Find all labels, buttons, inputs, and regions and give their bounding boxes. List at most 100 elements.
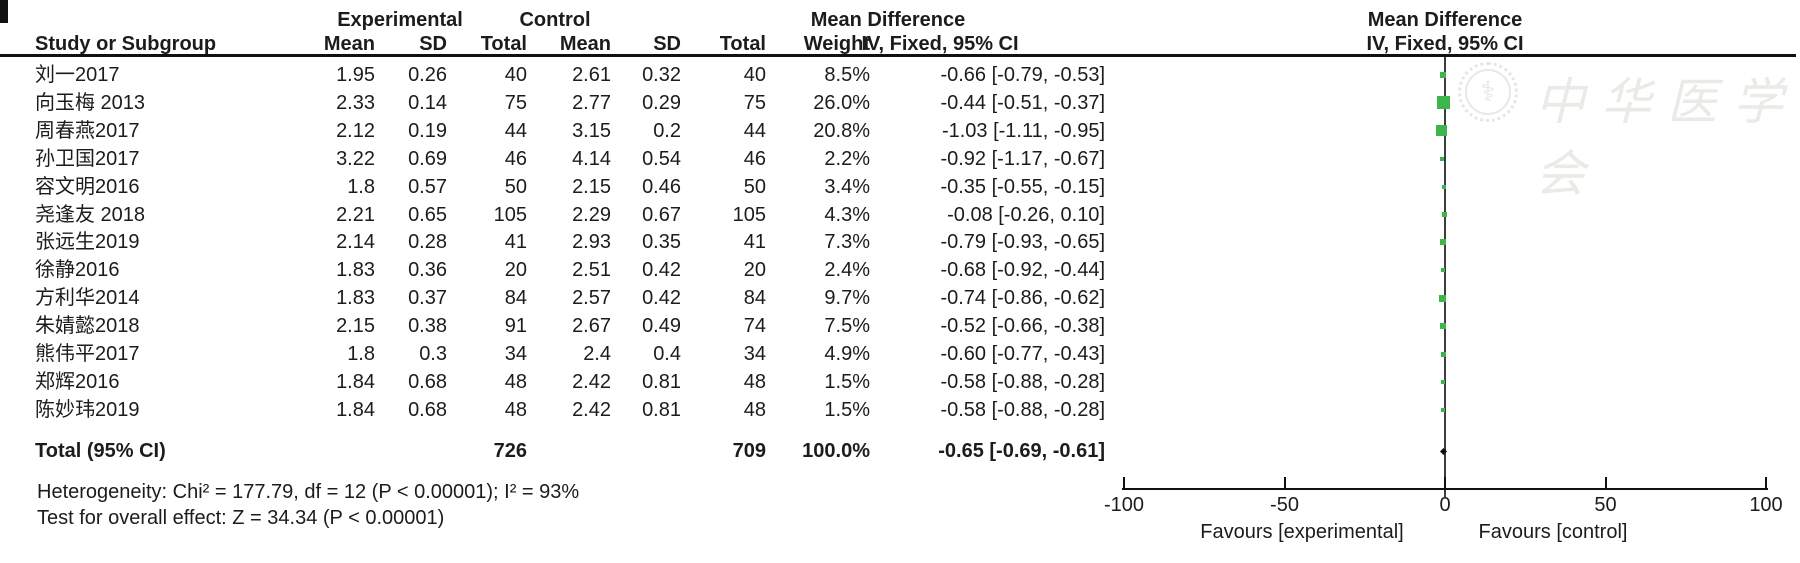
cell-name: 向玉梅 2013 xyxy=(35,92,146,114)
cell-ctl-total: 34 xyxy=(743,343,766,365)
total-exp-n: 726 xyxy=(493,440,527,462)
cell-ci: -0.58 [-0.88, -0.28] xyxy=(940,371,1105,393)
cell-name: 孙卫国2017 xyxy=(35,148,140,170)
cell-ctl-mean: 2.29 xyxy=(572,204,611,226)
cell-exp-total: 41 xyxy=(504,231,527,253)
cell-exp-sd: 0.69 xyxy=(408,148,447,170)
column-header-exp-total: Total xyxy=(480,33,527,55)
overall-effect-stat: Test for overall effect: Z = 34.34 (P < … xyxy=(37,507,445,529)
axis-tick-mark xyxy=(1444,477,1446,489)
cell-ctl-total: 105 xyxy=(732,204,766,226)
cell-ctl-mean: 2.42 xyxy=(572,371,611,393)
cell-ctl-total: 84 xyxy=(743,287,766,309)
cell-ci: -1.03 [-1.11, -0.95] xyxy=(941,120,1105,142)
cell-exp-sd: 0.3 xyxy=(419,343,447,365)
cell-exp-total: 91 xyxy=(504,315,527,337)
cell-exp-mean: 1.8 xyxy=(347,176,375,198)
cell-ctl-sd: 0.67 xyxy=(642,204,681,226)
column-header-study: Study or Subgroup xyxy=(35,33,217,55)
cell-ctl-sd: 0.81 xyxy=(642,399,681,421)
axis-tick-mark xyxy=(1123,477,1125,489)
medical-association-logo-icon: ⚕ xyxy=(1465,69,1511,115)
cell-exp-total: 48 xyxy=(504,399,527,421)
cell-exp-total: 48 xyxy=(504,371,527,393)
axis-tick-mark xyxy=(1283,477,1286,489)
cell-ci: -0.66 [-0.79, -0.53] xyxy=(940,64,1105,86)
column-header-weight: Weight xyxy=(803,33,870,55)
cell-ctl-total: 50 xyxy=(743,176,766,198)
total-row-label: Total (95% CI) xyxy=(35,440,166,462)
cell-weight: 2.4% xyxy=(824,259,870,281)
cell-exp-sd: 0.36 xyxy=(408,259,447,281)
cell-ctl-total: 20 xyxy=(743,259,766,281)
cell-ctl-total: 46 xyxy=(743,148,766,170)
study-effect-marker xyxy=(1439,294,1447,302)
cell-ctl-total: 41 xyxy=(743,231,766,253)
cell-exp-mean: 1.84 xyxy=(336,371,375,393)
cell-exp-total: 105 xyxy=(493,204,527,226)
cell-ctl-sd: 0.46 xyxy=(642,176,681,198)
column-header-ctl-sd: SD xyxy=(653,33,681,55)
favours-experimental-label: Favours [experimental] xyxy=(1200,521,1404,543)
cell-name: 周春燕2017 xyxy=(35,120,140,142)
plot-subtitle: IV, Fixed, 95% CI xyxy=(1366,33,1524,55)
cell-ctl-mean: 2.61 xyxy=(572,64,611,86)
cell-ctl-sd: 0.54 xyxy=(642,148,681,170)
cell-ci: -0.44 [-0.51, -0.37] xyxy=(940,92,1105,114)
cell-exp-total: 75 xyxy=(504,92,527,114)
cell-ci: -0.74 [-0.86, -0.62] xyxy=(940,287,1105,309)
cell-name: 郑辉2016 xyxy=(35,371,120,393)
cell-name: 方利华2014 xyxy=(35,287,140,309)
cell-ctl-total: 48 xyxy=(743,371,766,393)
cell-weight: 3.4% xyxy=(824,176,870,198)
cell-weight: 9.7% xyxy=(824,287,870,309)
cell-name: 容文明2016 xyxy=(35,176,140,198)
cell-ctl-total: 48 xyxy=(743,399,766,421)
cell-ci: -0.60 [-0.77, -0.43] xyxy=(940,343,1105,365)
cell-exp-total: 44 xyxy=(504,120,527,142)
cell-exp-mean: 1.8 xyxy=(347,343,375,365)
cell-name: 尧逢友 2018 xyxy=(35,204,146,226)
cell-exp-sd: 0.68 xyxy=(408,371,447,393)
cell-ctl-sd: 0.81 xyxy=(642,371,681,393)
axis-tick-label: 100 xyxy=(1749,494,1783,516)
cell-weight: 4.3% xyxy=(824,204,870,226)
cell-ctl-mean: 2.51 xyxy=(572,259,611,281)
total-ctl-n: 709 xyxy=(732,440,766,462)
cell-weight: 7.3% xyxy=(824,231,870,253)
cell-ctl-total: 40 xyxy=(743,64,766,86)
x-axis-line xyxy=(1122,488,1768,490)
study-effect-marker xyxy=(1441,379,1446,384)
cell-weight: 26.0% xyxy=(813,92,870,114)
cell-exp-sd: 0.28 xyxy=(408,231,447,253)
cell-name: 张远生2019 xyxy=(35,231,140,253)
cell-ci: -0.79 [-0.93, -0.65] xyxy=(940,231,1105,253)
cell-exp-sd: 0.38 xyxy=(408,315,447,337)
cell-exp-mean: 2.21 xyxy=(336,204,375,226)
cell-ci: -0.35 [-0.55, -0.15] xyxy=(940,176,1105,198)
cell-exp-sd: 0.26 xyxy=(408,64,447,86)
cell-ctl-total: 75 xyxy=(743,92,766,114)
column-header-exp-sd: SD xyxy=(419,33,447,55)
cell-ctl-mean: 2.67 xyxy=(572,315,611,337)
axis-tick-label: -100 xyxy=(1103,494,1145,516)
cell-ctl-mean: 2.4 xyxy=(583,343,611,365)
cell-name: 熊伟平2017 xyxy=(35,343,140,365)
cell-ctl-sd: 0.4 xyxy=(653,343,681,365)
axis-tick-label: -50 xyxy=(1270,494,1299,516)
axis-tick-mark xyxy=(1765,477,1767,489)
cell-exp-mean: 1.95 xyxy=(336,64,375,86)
cell-ctl-mean: 2.57 xyxy=(572,287,611,309)
cell-exp-mean: 2.12 xyxy=(336,120,375,142)
total-weight: 100.0% xyxy=(802,440,870,462)
study-effect-marker xyxy=(1437,96,1451,110)
study-effect-marker xyxy=(1440,323,1447,330)
cell-exp-mean: 2.33 xyxy=(336,92,375,114)
cell-exp-total: 40 xyxy=(504,64,527,86)
cell-ctl-sd: 0.35 xyxy=(642,231,681,253)
column-header-ctl-total: Total xyxy=(719,33,766,55)
axis-tick-label: 0 xyxy=(1439,494,1451,516)
cell-exp-total: 34 xyxy=(504,343,527,365)
watermark-emblem: ⚕ xyxy=(1458,62,1518,122)
effect-column-title: Mean Difference xyxy=(810,9,966,31)
